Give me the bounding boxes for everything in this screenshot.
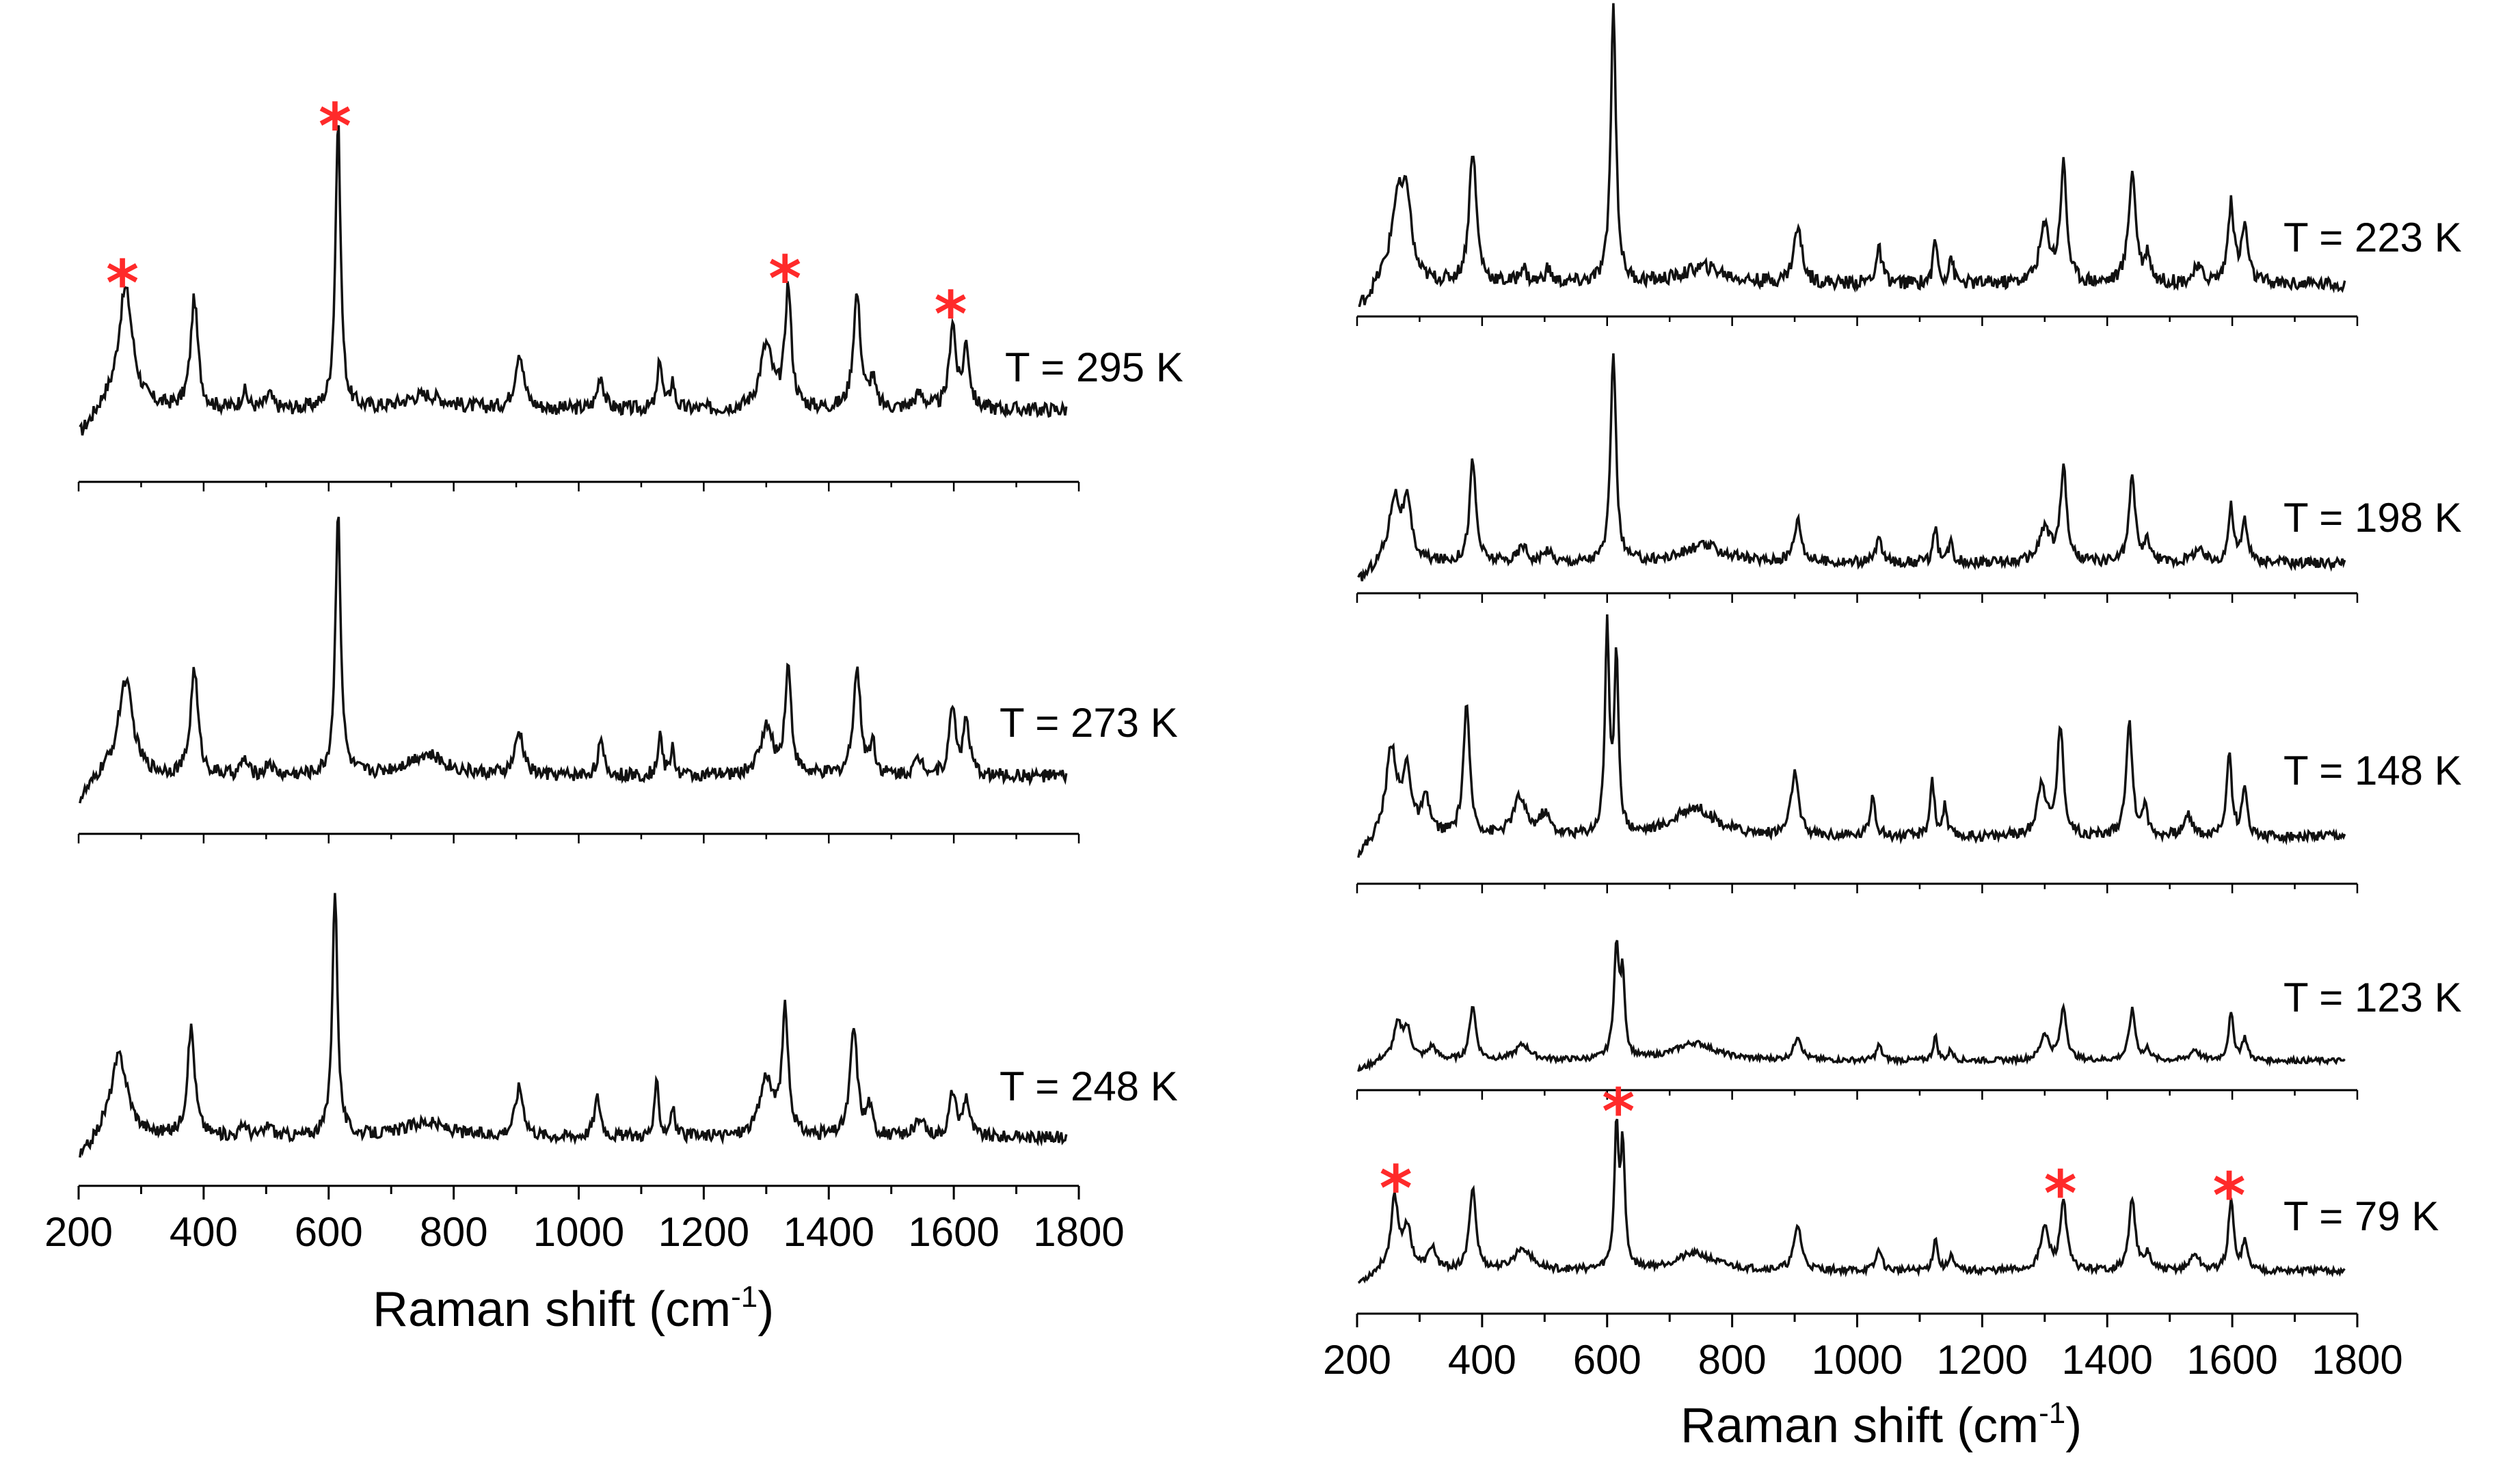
spectrum-trace-123k bbox=[1357, 940, 2346, 1072]
x-tick-label: 400 bbox=[1448, 1337, 1516, 1383]
peak-marker-star: * bbox=[2044, 1157, 2077, 1230]
x-tick-label: 800 bbox=[420, 1209, 488, 1255]
peak-marker-star: * bbox=[319, 90, 351, 163]
x-tick-label: 1000 bbox=[1812, 1337, 1903, 1383]
temp-label-79k: T = 79 K bbox=[2283, 1193, 2439, 1239]
x-tick-label: 600 bbox=[1573, 1337, 1641, 1383]
spectrum-trace-295k bbox=[79, 125, 1068, 436]
x-tick-label: 1400 bbox=[783, 1209, 874, 1255]
x-tick-labels-left: 200 400 600 800 1000 1200 1400 1600 1800 bbox=[44, 1209, 1125, 1255]
peak-marker-star: * bbox=[1602, 1075, 1635, 1148]
x-ticks-right bbox=[1356, 1314, 2359, 1327]
x-tick-labels-right: 200 400 600 800 1000 1200 1400 1600 1800 bbox=[1323, 1337, 2403, 1383]
x-tick-label: 1800 bbox=[1033, 1209, 1124, 1255]
x-tick-label: 1200 bbox=[658, 1209, 749, 1255]
spectrum-trace-273k bbox=[79, 516, 1068, 804]
x-tick-label: 400 bbox=[170, 1209, 238, 1255]
temp-label-223k: T = 223 K bbox=[2283, 215, 2462, 260]
temp-label-198k: T = 198 K bbox=[2283, 495, 2462, 541]
temp-label-248k: T = 248 K bbox=[1000, 1063, 1178, 1109]
peak-marker-star: * bbox=[106, 247, 139, 320]
left-panel: T = 295 K T = 273 K T = 248 K 200 400 600 8… bbox=[44, 90, 1183, 1337]
x-tick-label: 1600 bbox=[908, 1209, 999, 1255]
right-panel: T = 223 K T = 198 K T = 148 K T = 123 K … bbox=[1323, 3, 2462, 1453]
spectrum-trace-223k bbox=[1358, 3, 2346, 308]
peak-markers-right: * * * * bbox=[1380, 1075, 2246, 1232]
spectrum-trace-248k bbox=[79, 893, 1068, 1158]
spectrum-trace-148k bbox=[1357, 614, 2346, 858]
x-tick-label: 800 bbox=[1698, 1337, 1767, 1383]
x-tick-label: 200 bbox=[44, 1209, 113, 1255]
x-tick-label: 1600 bbox=[2186, 1337, 2277, 1383]
x-tick-label: 1000 bbox=[533, 1209, 624, 1255]
temp-label-123k: T = 123 K bbox=[2283, 975, 2462, 1020]
peak-marker-star: * bbox=[768, 243, 801, 316]
peak-marker-star: * bbox=[2212, 1159, 2245, 1232]
temp-label-273k: T = 273 K bbox=[1000, 700, 1178, 746]
spectrum-trace-198k bbox=[1357, 353, 2346, 582]
peak-markers-left: * * * * bbox=[106, 90, 967, 351]
x-ticks-left bbox=[77, 1186, 1080, 1200]
x-tick-label: 1400 bbox=[2062, 1337, 2153, 1383]
peak-marker-star: * bbox=[1380, 1152, 1412, 1225]
x-tick-label: 1200 bbox=[1937, 1337, 2028, 1383]
temp-label-295k: T = 295 K bbox=[1005, 344, 1183, 390]
x-tick-label: 1800 bbox=[2311, 1337, 2402, 1383]
x-tick-label: 200 bbox=[1323, 1337, 1391, 1383]
peak-marker-star: * bbox=[934, 278, 967, 351]
spectrum-trace-79k bbox=[1357, 1118, 2346, 1284]
temp-label-148k: T = 148 K bbox=[2283, 748, 2462, 794]
x-axis-title-right: Raman shift (cm-1) bbox=[1680, 1396, 2082, 1453]
x-axis-title-left: Raman shift (cm-1) bbox=[373, 1280, 774, 1337]
x-tick-label: 600 bbox=[295, 1209, 363, 1255]
